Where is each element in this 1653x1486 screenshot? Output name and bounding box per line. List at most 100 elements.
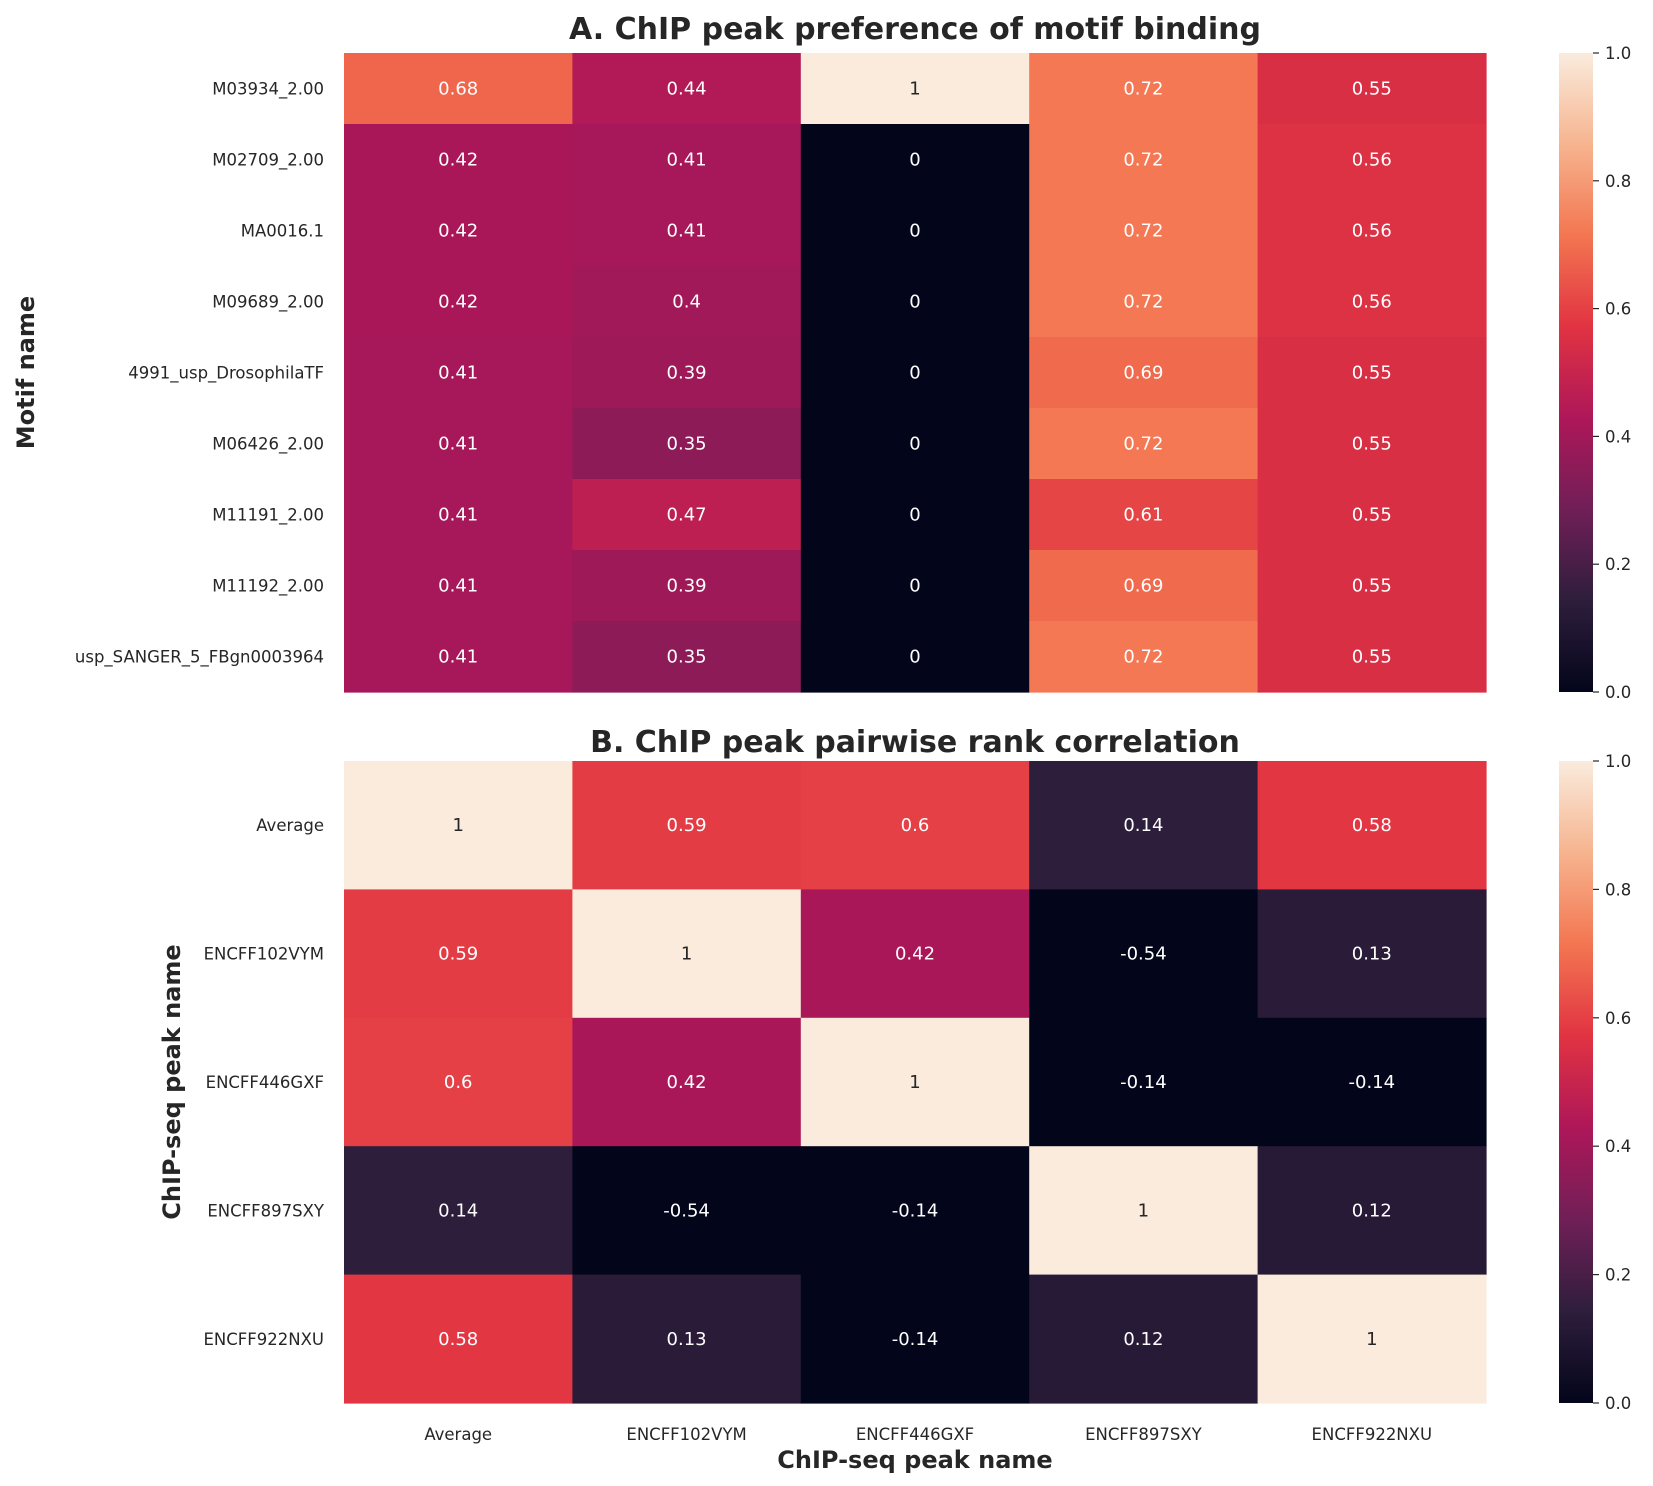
heatmap-1-cell-label: 1: [452, 815, 463, 836]
heatmap-1-cell-label: 0.6: [901, 815, 930, 836]
heatmap-0-cell: [572, 550, 802, 622]
chart-1-y-tick-label: ENCFF897SXY: [207, 1201, 325, 1220]
heatmap-1-cell-label: -0.14: [1349, 1072, 1396, 1093]
heatmap-0-cell-label: 0.39: [667, 576, 707, 597]
heatmap-0-cell: [1257, 124, 1487, 196]
chart-0-title: A. ChIP peak preference of motif binding: [569, 12, 1261, 47]
chart-1-colorbar-tick-label: 0.0: [1605, 1394, 1631, 1413]
heatmap-1-cell-label: 0.14: [1123, 815, 1163, 836]
heatmap-1-cell-label: 0.14: [438, 1200, 478, 1221]
heatmap-0-cell: [572, 53, 802, 125]
heatmap-0-cell: [800, 479, 1030, 551]
heatmap-0-cell-label: 0.35: [667, 434, 707, 455]
heatmap-0-cell: [1029, 266, 1259, 338]
heatmap-1-cell-label: 1: [909, 1072, 920, 1093]
heatmap-0-cell-label: 0.72: [1123, 292, 1163, 313]
heatmap-1-cell-label: 0.59: [667, 815, 707, 836]
heatmap-1-cell: [344, 1017, 573, 1147]
heatmap-0-cell-label: 0.72: [1123, 79, 1163, 100]
heatmap-0-cell: [572, 621, 802, 693]
heatmap-0-cell-label: 0.56: [1352, 292, 1392, 313]
heatmap-0-cell-label: 0.41: [438, 434, 478, 455]
chart-0-y-tick-label: M11192_2.00: [212, 577, 324, 597]
heatmap-0-cell: [344, 621, 573, 693]
heatmap-0-cell: [1029, 479, 1259, 551]
heatmap-1-cell: [1257, 1274, 1487, 1404]
chart-1-x-tick-label: ENCFF446GXF: [856, 1425, 974, 1444]
heatmap-0-cell-label: 0: [909, 363, 920, 384]
heatmap-0-cell: [1029, 621, 1259, 693]
chart-1-y-axis-label: ChIP-seq peak name: [158, 944, 186, 1219]
heatmap-1-cell: [1029, 761, 1259, 890]
heatmap-0-cell-label: 0.41: [438, 576, 478, 597]
heatmap-1-cell: [1029, 1146, 1259, 1276]
chart-0-y-axis-label: Motif name: [12, 296, 40, 449]
heatmap-0-cell: [344, 337, 573, 409]
heatmap-0-cell: [800, 337, 1030, 409]
heatmap-1-cell: [800, 889, 1030, 1019]
heatmap-0-cell-label: 0.55: [1352, 576, 1392, 597]
chart-1-y-tick-label: ENCFF922NXU: [204, 1330, 325, 1349]
chart-1-y-tick-label: Average: [256, 816, 324, 835]
heatmap-0-cell: [1257, 550, 1487, 622]
heatmap-0-cell: [344, 408, 573, 480]
heatmap-0-cell: [800, 53, 1030, 125]
heatmap-1-cell: [1029, 1274, 1259, 1404]
heatmap-1-cell-label: 0.6: [444, 1072, 473, 1093]
heatmap-0-cell-label: 0.41: [667, 221, 707, 242]
heatmap-0-cell-label: 0.39: [667, 363, 707, 384]
heatmap-1-cell: [800, 1274, 1030, 1404]
heatmap-0-cell-label: 0.61: [1123, 505, 1163, 526]
heatmap-1-cell: [800, 1146, 1030, 1276]
heatmap-0-cell: [1257, 53, 1487, 125]
heatmap-0-cell-label: 0.42: [438, 150, 478, 171]
heatmap-0-cell-label: 0.35: [667, 647, 707, 668]
heatmap-0-cell-label: 0.56: [1352, 150, 1392, 171]
chart-0-y-tick-label: M03934_2.00: [212, 80, 324, 100]
heatmap-1-cell-label: 0.59: [438, 944, 478, 965]
heatmap-1-cell: [572, 889, 802, 1019]
chart-1-x-tick-label: ENCFF922NXU: [1312, 1425, 1433, 1444]
heatmap-0-cell: [344, 479, 573, 551]
heatmap-1-cell-label: 1: [1138, 1200, 1149, 1221]
heatmap-0-cell: [344, 124, 573, 196]
heatmap-1-cell: [572, 1146, 802, 1276]
heatmap-0-cell-label: 0.41: [438, 647, 478, 668]
chart-0-colorbar-tick-label: 0.2: [1605, 555, 1631, 574]
heatmap-1-cell: [1257, 1146, 1487, 1276]
heatmap-0-cell-label: 0: [909, 292, 920, 313]
chart-0-colorbar: [1559, 53, 1593, 692]
heatmap-0-cell: [800, 266, 1030, 338]
heatmap-0-cell: [800, 195, 1030, 267]
heatmap-0-cell-label: 0: [909, 150, 920, 171]
chart-0-y-tick-label: 4991_usp_DrosophilaTF: [128, 364, 324, 384]
heatmap-0-cell-label: 0: [909, 434, 920, 455]
heatmap-1-cell-label: -0.54: [1120, 944, 1167, 965]
heatmap-0-cell-label: 0.44: [667, 79, 707, 100]
heatmap-0-cell-label: 0.55: [1352, 434, 1392, 455]
heatmap-1-cell-label: 0.42: [667, 1072, 707, 1093]
heatmap-0-cell-label: 0.41: [438, 363, 478, 384]
chart-0-colorbar-tick-label: 1.0: [1605, 44, 1631, 63]
heatmap-0-cell: [572, 195, 802, 267]
heatmap-0-cell: [800, 621, 1030, 693]
chart-0-colorbar-tick-label: 0.8: [1605, 172, 1631, 191]
heatmap-1-cell-label: 0.58: [1352, 815, 1392, 836]
heatmap-1-cell: [344, 889, 573, 1019]
heatmap-0-cell: [572, 408, 802, 480]
heatmap-1-cell-label: 1: [1366, 1329, 1377, 1350]
heatmap-0-cell: [1257, 408, 1487, 480]
heatmap-0-cell: [344, 266, 573, 338]
heatmap-0-cell-label: 0.42: [438, 292, 478, 313]
heatmap-0-cell-label: 0.55: [1352, 79, 1392, 100]
chart-0-y-tick-label: MA0016.1: [241, 222, 324, 241]
heatmap-1-cell: [1257, 889, 1487, 1019]
heatmap-0-cell: [1029, 337, 1259, 409]
heatmap-0-cell: [1257, 621, 1487, 693]
heatmap-0-cell-label: 0.55: [1352, 505, 1392, 526]
chart-0-y-tick-label: M06426_2.00: [212, 435, 324, 455]
heatmap-0-cell: [572, 337, 802, 409]
heatmap-0-cell-label: 1: [909, 79, 920, 100]
heatmap-0-cell-label: 0: [909, 221, 920, 242]
